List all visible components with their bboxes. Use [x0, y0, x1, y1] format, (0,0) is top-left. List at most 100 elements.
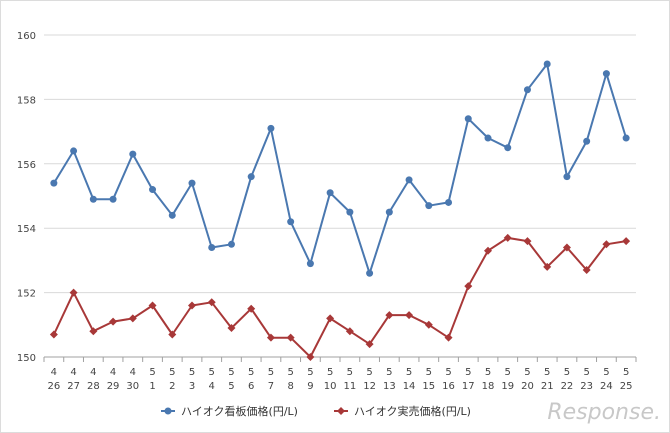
data-point — [50, 179, 58, 187]
data-point — [109, 195, 117, 203]
data-point — [227, 240, 235, 248]
x-tick-label-month: 5 — [426, 367, 432, 378]
data-point — [484, 134, 492, 142]
x-tick-label-day: 19 — [501, 381, 514, 392]
series-line — [53, 63, 628, 275]
x-tick-label-day: 1 — [149, 381, 155, 392]
x-tick-label-day: 7 — [268, 381, 274, 392]
x-tick-label-month: 5 — [406, 367, 412, 378]
data-point — [523, 86, 531, 94]
data-point — [543, 60, 551, 68]
legend: ハイオク看板価格(円/L) ハイオク実売価格(円/L) — [161, 404, 471, 418]
data-point — [69, 288, 78, 297]
x-tick-label-day: 16 — [442, 381, 455, 392]
series-line — [52, 236, 627, 358]
x-tick-label-day: 2 — [169, 381, 175, 392]
data-point — [247, 173, 255, 181]
data-point — [583, 137, 591, 145]
data-point — [484, 246, 492, 255]
data-point — [267, 124, 275, 132]
data-point — [562, 243, 571, 252]
gridlines — [44, 34, 636, 358]
data-point — [326, 314, 335, 323]
x-tick-label-day: 11 — [343, 381, 356, 392]
x-tick-label-month: 5 — [268, 367, 274, 378]
data-point — [582, 266, 591, 275]
data-point — [149, 186, 157, 194]
data-point — [543, 262, 552, 271]
y-tick-label: 158 — [17, 95, 36, 106]
data-point — [385, 208, 393, 216]
data-point — [89, 195, 97, 203]
x-tick-label-month: 4 — [130, 367, 136, 378]
x-tick-label-day: 29 — [107, 381, 120, 392]
data-point — [49, 330, 58, 339]
x-tick-label-month: 5 — [189, 367, 195, 378]
x-tick-label-day: 23 — [580, 381, 593, 392]
data-point — [266, 333, 275, 342]
data-point — [385, 311, 394, 320]
data-point — [89, 327, 98, 336]
x-tick-label-month: 5 — [485, 367, 491, 378]
x-tick-label-day: 30 — [126, 381, 139, 392]
legend-marker — [164, 407, 172, 415]
x-tick-label-month: 5 — [623, 367, 629, 378]
data-point — [622, 134, 630, 142]
data-point — [148, 301, 157, 310]
x-tick-label-month: 5 — [327, 367, 333, 378]
x-tick-label-day: 3 — [189, 381, 195, 392]
x-tick-label-month: 5 — [583, 367, 589, 378]
x-tick-label-day: 15 — [422, 381, 435, 392]
x-tick-label-day: 21 — [541, 381, 554, 392]
x-tick-label-day: 26 — [47, 381, 60, 392]
x-tick-label-day: 10 — [324, 381, 337, 392]
x-tick-label-day: 13 — [383, 381, 396, 392]
x-tick-label-day: 28 — [87, 381, 100, 392]
x-tick-label-month: 5 — [287, 367, 293, 378]
data-point — [365, 340, 374, 349]
x-tick-label-month: 5 — [248, 367, 254, 378]
data-point — [128, 314, 137, 323]
x-tick-label-day: 18 — [482, 381, 495, 392]
x-tick-label-month: 5 — [209, 367, 215, 378]
data-point — [247, 304, 256, 313]
data-point — [405, 176, 413, 184]
data-point — [208, 244, 216, 252]
data-point — [405, 311, 414, 320]
data-point — [306, 260, 314, 268]
data-point — [70, 147, 78, 155]
data-point — [168, 330, 177, 339]
series-2 — [49, 233, 631, 361]
x-tick-label-month: 4 — [70, 367, 76, 378]
x-tick-label-day: 4 — [209, 381, 215, 392]
x-tick-label-day: 24 — [600, 381, 613, 392]
y-tick-label: 156 — [17, 160, 36, 171]
x-tick-label-day: 27 — [67, 381, 80, 392]
x-tick-label-day: 17 — [462, 381, 475, 392]
x-tick-label-day: 22 — [561, 381, 574, 392]
series-group — [49, 60, 631, 361]
response-watermark: Response. — [547, 400, 661, 425]
legend-label: ハイオク看板価格(円/L) — [181, 404, 298, 418]
data-point — [286, 333, 295, 342]
x-tick-label-month: 5 — [465, 367, 471, 378]
x-tick-label-month: 5 — [347, 367, 353, 378]
x-tick-label-month: 5 — [228, 367, 234, 378]
data-point — [445, 198, 453, 206]
x-tick-label-month: 5 — [603, 367, 609, 378]
x-tick-label-day: 12 — [363, 381, 376, 392]
data-point — [504, 144, 512, 152]
x-tick-label-day: 6 — [248, 381, 254, 392]
x-tick-label-day: 5 — [228, 381, 234, 392]
data-point — [366, 269, 374, 277]
y-tick-label: 152 — [17, 289, 36, 300]
data-point — [425, 202, 433, 210]
x-tick-label-day: 14 — [403, 381, 416, 392]
data-point — [346, 208, 354, 216]
x-tick-label-month: 5 — [149, 367, 155, 378]
legend-marker — [337, 407, 345, 415]
data-point — [345, 327, 354, 336]
data-point — [563, 173, 571, 181]
data-point — [602, 240, 611, 249]
x-tick-label-month: 5 — [307, 367, 313, 378]
